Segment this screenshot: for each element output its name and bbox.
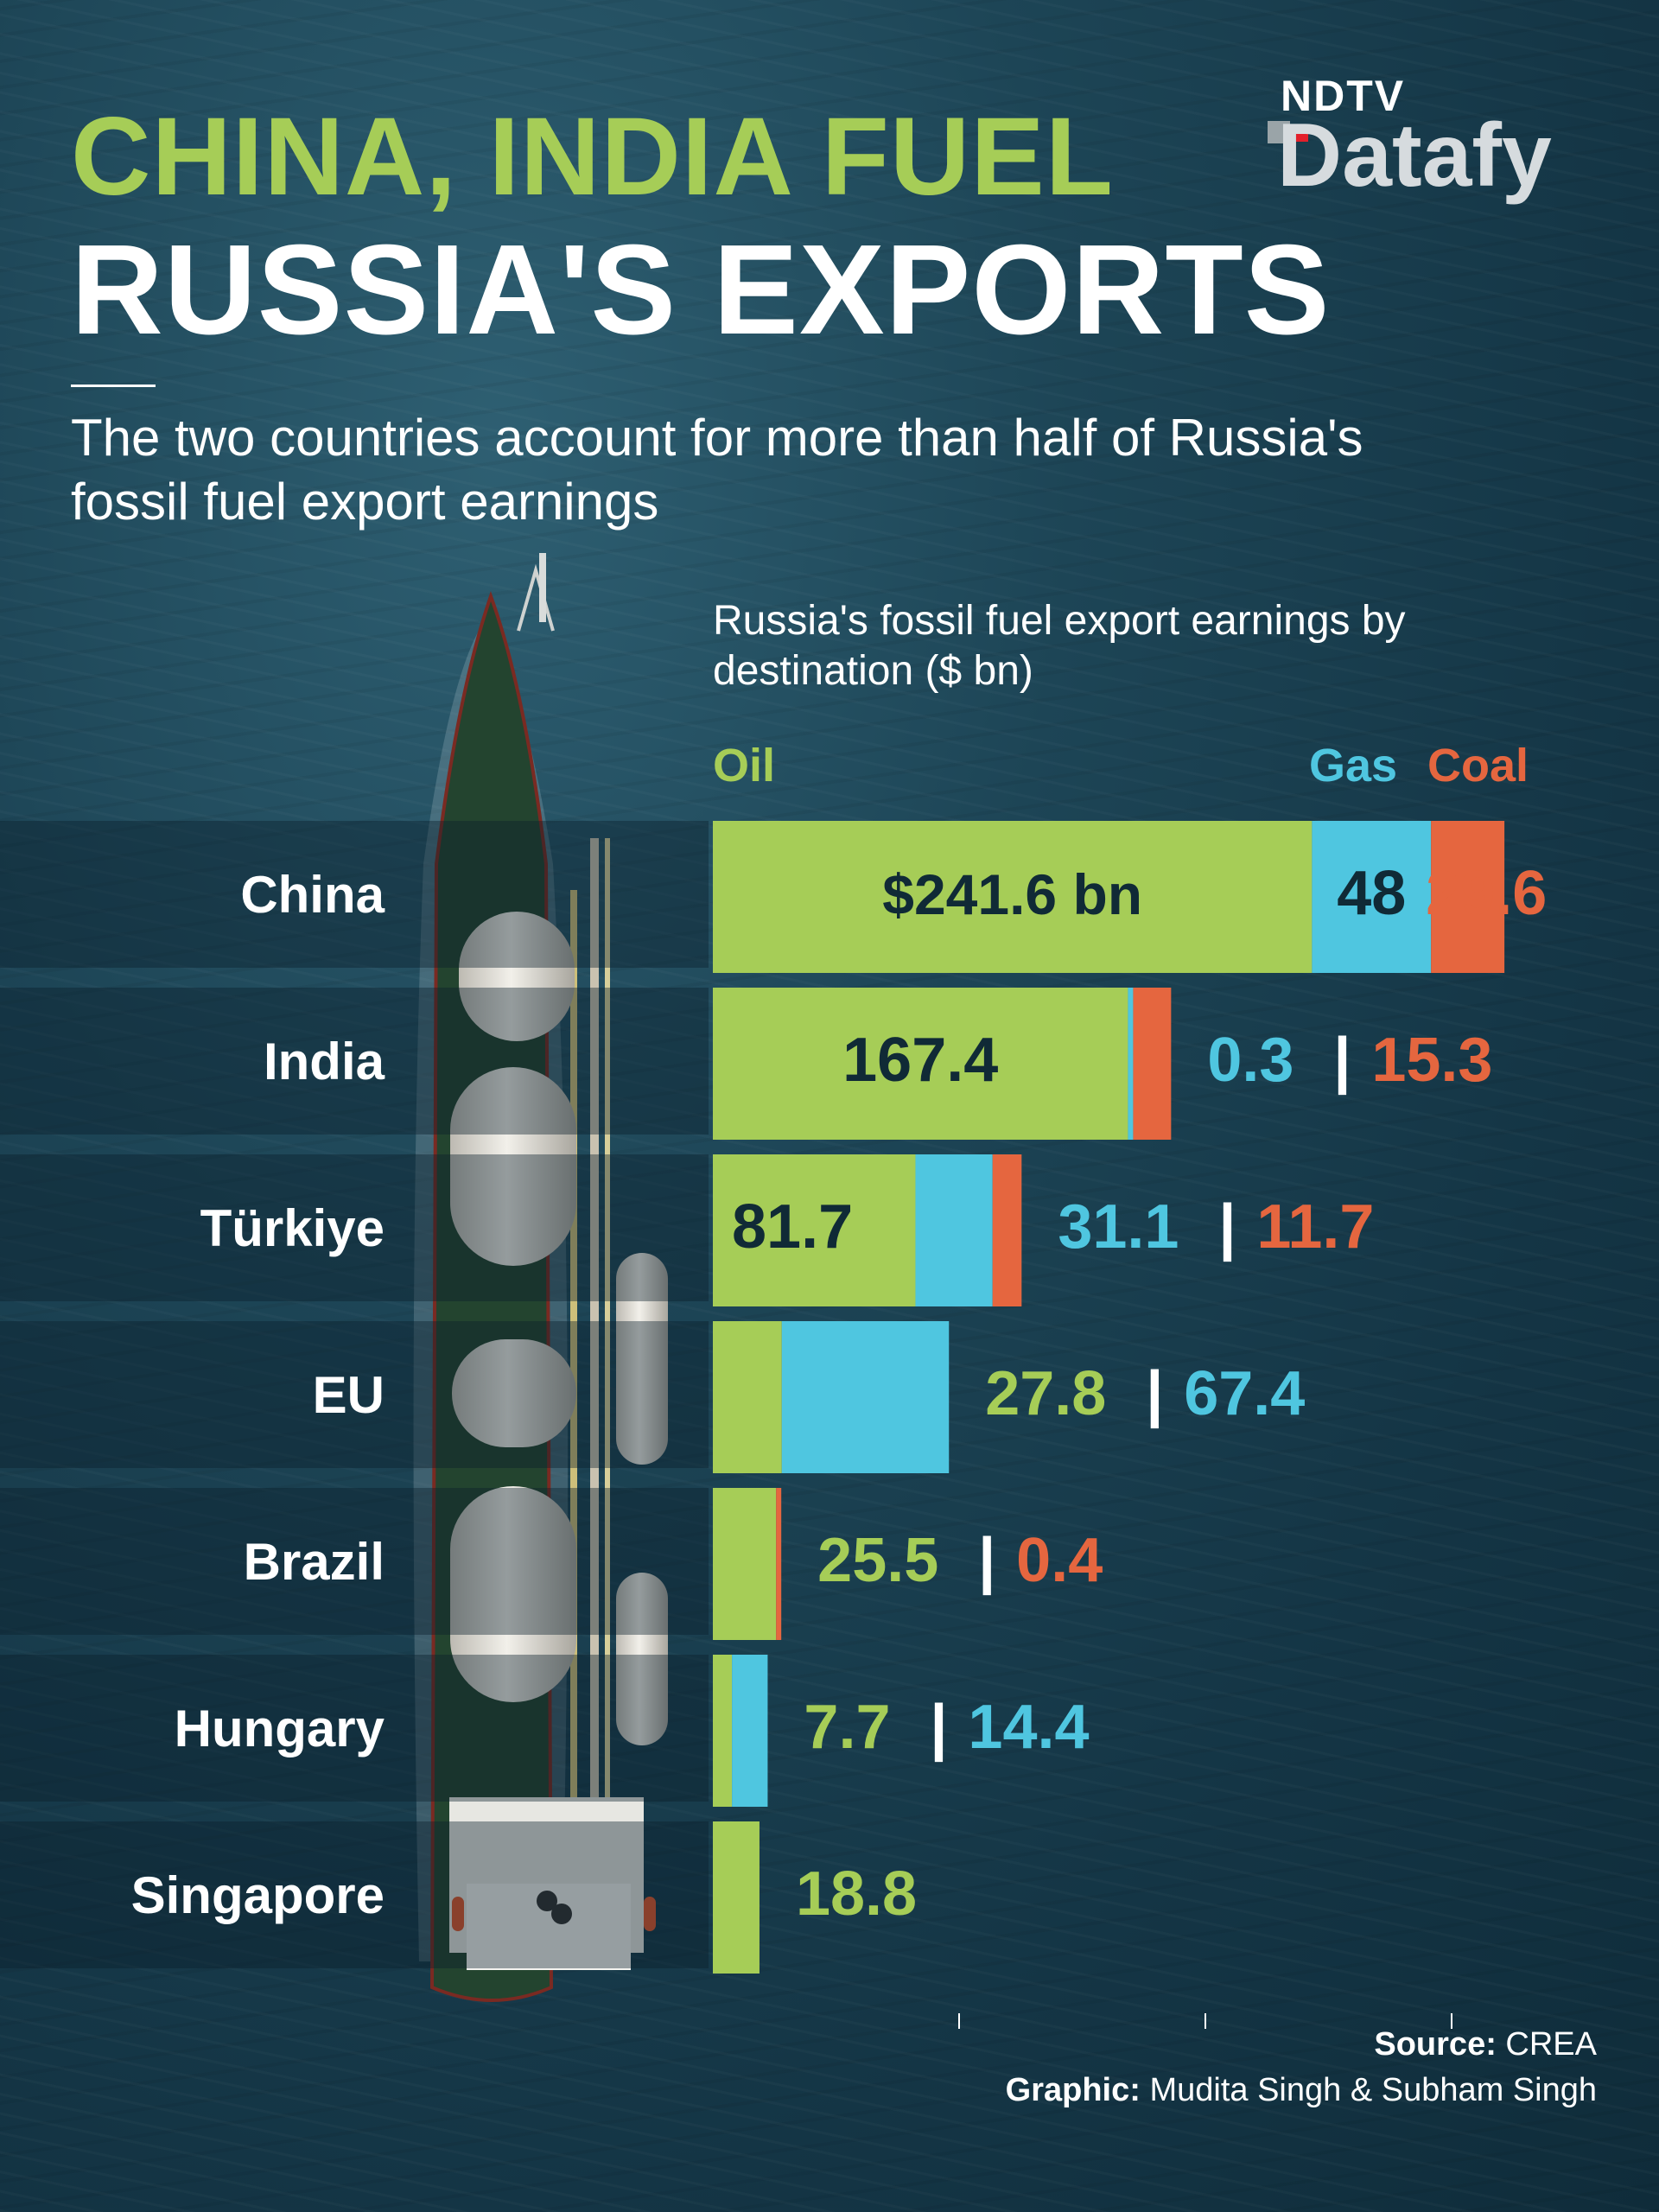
bar-gas-eu [781, 1321, 950, 1473]
country-label-china: China [240, 866, 385, 924]
data-label-coal-china: 29.6 [1426, 859, 1547, 928]
bar-oil-hungary [713, 1655, 733, 1807]
source-value: CREA [1505, 2026, 1597, 2063]
legend-coal: Coal [1427, 740, 1529, 791]
data-label-oil-india: 167.4 [842, 1026, 998, 1095]
logo-square-mark [1268, 121, 1290, 143]
legend-gas: Gas [1309, 740, 1398, 791]
bar-coal-india [1133, 988, 1172, 1140]
title-divider [71, 385, 156, 387]
bar-oil-china [713, 821, 1313, 973]
country-label-eu: EU [312, 1366, 385, 1424]
data-label-coal-brazil: 0.4 [1016, 1526, 1103, 1595]
data-label-coal-india: 15.3 [1371, 1026, 1492, 1095]
data-label-oil-singapore: 18.8 [796, 1859, 917, 1929]
bar-gas-china [1312, 821, 1432, 973]
data-label-gas-hungary: 14.4 [968, 1693, 1089, 1762]
row-band-singapore [0, 1821, 709, 1968]
bar-oil-singapore [713, 1821, 760, 1974]
row-band-eu [0, 1321, 709, 1468]
logo-red-dot [1296, 130, 1308, 142]
bar-oil-t-rkiye [713, 1154, 916, 1306]
country-label-hungary: Hungary [174, 1700, 385, 1758]
country-label-india: India [263, 1033, 385, 1090]
separator-hungary: | [930, 1693, 947, 1762]
data-label-oil-hungary: 7.7 [804, 1693, 890, 1762]
country-label-brazil: Brazil [243, 1533, 385, 1591]
bar-coal-china [1431, 821, 1505, 973]
bar-gas-india [1128, 988, 1134, 1140]
separator-india: | [1333, 1026, 1351, 1095]
separator-t-rkiye: | [1218, 1192, 1236, 1262]
bar-oil-brazil [713, 1488, 777, 1640]
graphic-value: Mudita Singh & Subham Singh [1149, 2072, 1597, 2108]
graphic-label: Graphic: [1005, 2072, 1141, 2108]
data-label-gas-india: 0.3 [1207, 1026, 1294, 1095]
title-line-2: RUSSIA'S EXPORTS [71, 219, 1331, 361]
separator-eu: | [1146, 1359, 1163, 1428]
data-label-oil-brazil: 25.5 [817, 1526, 938, 1595]
bar-oil-india [713, 988, 1128, 1140]
data-label-oil-china: $241.6 bn [882, 862, 1142, 926]
data-label-coal-t-rkiye: 11.7 [1256, 1192, 1374, 1262]
title-line-1: CHINA, INDIA FUEL [71, 95, 1114, 219]
ndtv-logo-text: NDTV [1281, 72, 1406, 120]
separator-brazil: | [978, 1526, 995, 1595]
row-band-brazil [0, 1488, 709, 1635]
data-label-oil-t-rkiye: 81.7 [732, 1192, 853, 1262]
country-label-turkiye: Türkiye [200, 1199, 385, 1257]
bar-coal-t-rkiye [992, 1154, 1022, 1306]
graphic-credit: Graphic: Mudita Singh & Subham Singh [778, 2072, 1597, 2109]
data-label-gas-eu: 67.4 [1184, 1359, 1305, 1428]
bar-gas-hungary [732, 1655, 768, 1807]
source-credit: Source: CREA [950, 2026, 1597, 2063]
data-label-gas-china: 48 [1337, 859, 1406, 928]
subtitle: The two countries account for more than … [71, 409, 1363, 531]
row-band-turkiye [0, 1154, 709, 1301]
row-band-india [0, 988, 709, 1135]
source-label: Source: [1374, 2026, 1497, 2063]
row-band-hungary [0, 1655, 709, 1802]
datafy-logo-text: Datafy [1277, 105, 1552, 206]
data-label-oil-eu: 27.8 [985, 1359, 1106, 1428]
data-label-gas-t-rkiye: 31.1 [1058, 1192, 1179, 1262]
legend-oil: Oil [713, 740, 776, 791]
bar-oil-eu [713, 1321, 782, 1473]
country-label-singapore: Singapore [130, 1866, 385, 1924]
bar-gas-t-rkiye [915, 1154, 993, 1306]
row-band-china [0, 821, 709, 968]
bar-coal-brazil [776, 1488, 782, 1640]
chart-title: Russia's fossil fuel export earnings by … [713, 598, 1406, 694]
